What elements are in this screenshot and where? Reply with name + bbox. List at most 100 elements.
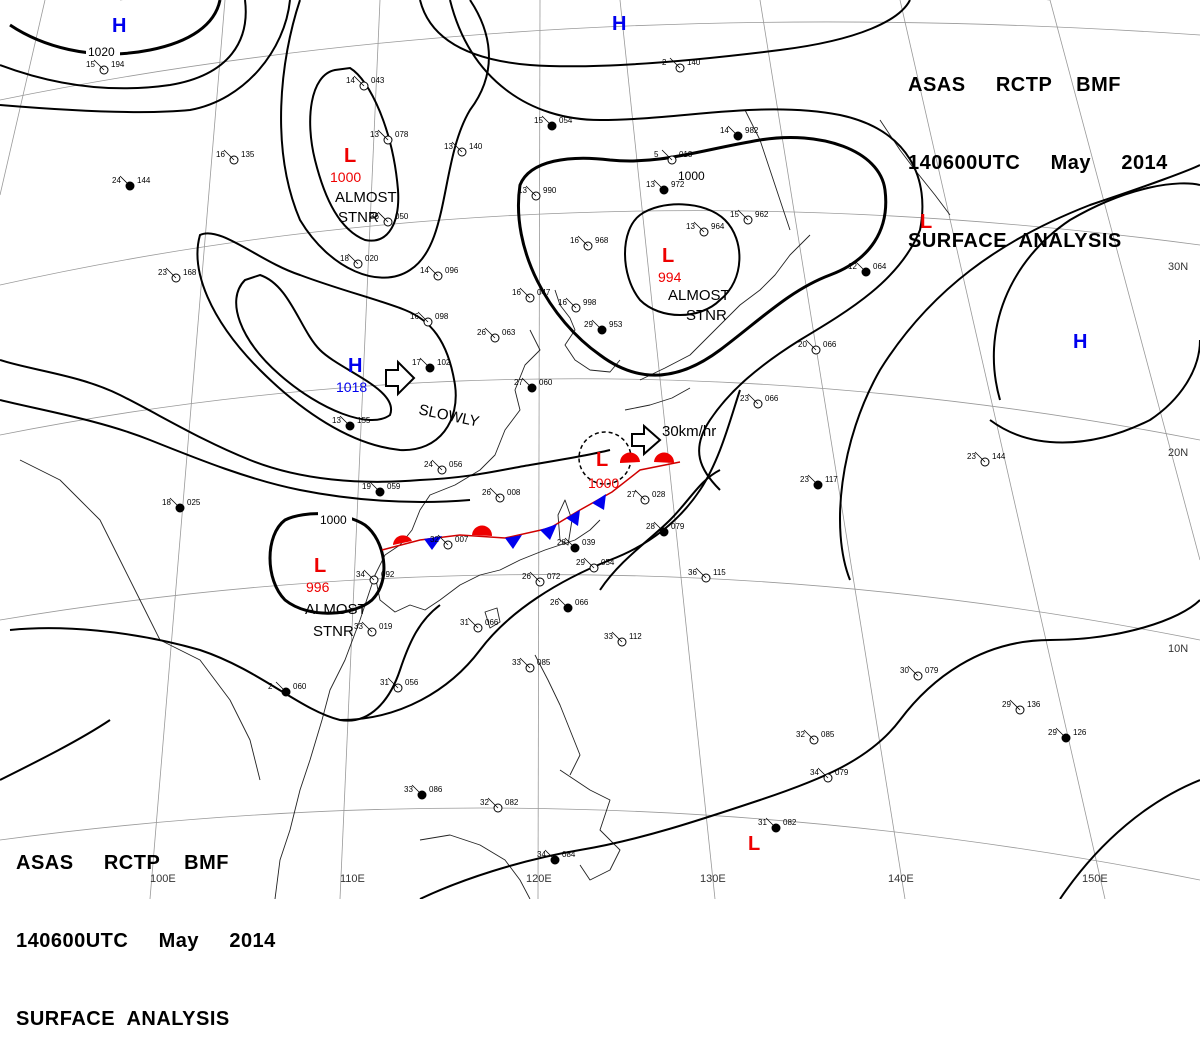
station-pressure: 008 <box>507 488 521 497</box>
station-plot: 16 968 <box>570 235 609 251</box>
wind-barb-icon <box>611 631 623 643</box>
station-plot: 24 056 <box>424 459 463 475</box>
station-temperature: 13 <box>518 186 527 195</box>
station-temperature: 23 <box>800 475 809 484</box>
wind-barb-icon <box>489 487 501 499</box>
chart-header-bottom: ASAS RCTP BMF 140600UTC May 2014 SURFACE… <box>16 798 276 1058</box>
latitude-label: 20N <box>1168 447 1188 459</box>
wind-barb-icon <box>974 451 986 463</box>
almost-stnr-label: ALMOST <box>668 287 730 304</box>
station-plot: 14 982 <box>720 125 759 141</box>
station-plot: 16 135 <box>216 149 255 165</box>
station-plot: 33 112 <box>604 631 642 647</box>
high-pressure-symbol: H <box>612 13 626 35</box>
station-plot: 16 098 <box>410 311 449 327</box>
station-temperature: 13 <box>332 416 341 425</box>
station-plot: 27 060 <box>514 377 553 393</box>
isobar-1012-east <box>992 182 1200 401</box>
header-line-2: 140600UTC May 2014 <box>16 930 276 952</box>
station-plot: 19 059 <box>362 481 401 497</box>
station-plot: 34 092 <box>356 569 395 585</box>
isobar-label: 1020 <box>88 45 115 59</box>
wind-barb-icon <box>275 681 287 693</box>
station-temperature: 24 <box>112 176 121 185</box>
station-plot: 36 050 <box>370 211 409 227</box>
wind-barb-icon <box>437 534 449 546</box>
station-temperature: 2 <box>662 58 667 67</box>
station-pressure: 047 <box>537 288 551 297</box>
coastline-india <box>19 459 161 641</box>
station-temperature: 2 <box>268 682 273 691</box>
station-plot: 16 998 <box>558 297 597 313</box>
wind-barb-icon <box>451 141 463 153</box>
station-temperature: 26 <box>482 488 491 497</box>
wind-barb-icon <box>169 497 181 509</box>
station-plot: 13 155 <box>332 415 371 431</box>
station-plot: 18 025 <box>162 497 201 513</box>
coastline-hainan <box>484 607 501 629</box>
station-plot: 13 078 <box>370 129 409 145</box>
meridian-120e <box>537 0 541 899</box>
station-plot: 33 086 <box>404 784 443 800</box>
longitude-label: 140E <box>888 873 914 885</box>
station-temperature: 32 <box>430 535 439 544</box>
station-plot: 27 028 <box>627 489 666 505</box>
station-temperature: 20 <box>798 340 807 349</box>
station-temperature: 34 <box>537 850 546 859</box>
station-pressure: 135 <box>241 150 255 159</box>
station-plot: 5 013 <box>654 149 693 165</box>
isobar-1008-far-south <box>419 599 1200 899</box>
wind-barb-icon <box>583 557 595 569</box>
coastline-japan-south <box>624 387 691 411</box>
station-temperature: 27 <box>514 378 523 387</box>
station-temperature: 33 <box>512 658 521 667</box>
wind-barb-icon <box>669 57 681 69</box>
annotations: ALMOST STNR ALMOST STNR ALMOST STNR SLOW… <box>305 189 730 640</box>
station-pressure: 079 <box>671 522 685 531</box>
longitude-label: 110E <box>340 873 365 885</box>
wind-barb-icon <box>363 569 375 581</box>
station-temperature: 23 <box>740 394 749 403</box>
coastline-philippines-luzon <box>534 654 581 776</box>
wind-barb-icon <box>387 677 399 689</box>
station-temperature: 28 <box>646 522 655 531</box>
wind-barb-icon <box>339 415 351 427</box>
wind-barb-icon <box>807 474 819 486</box>
wind-barb-icon <box>747 393 759 405</box>
station-temperature: 15 <box>730 210 739 219</box>
station-pressure: 964 <box>711 222 725 231</box>
wind-barb-icon <box>634 489 646 501</box>
station-plot: 34 079 <box>810 767 849 783</box>
station-plot: 29 054 <box>576 557 615 573</box>
wind-barb-icon <box>411 784 423 796</box>
isobar-1008-sw <box>0 719 111 781</box>
cold-front-barb <box>505 535 522 549</box>
warm-front-bump <box>393 535 412 545</box>
low-pressure-value: 996 <box>306 579 330 595</box>
meridian-100e <box>149 0 226 899</box>
station-pressure: 066 <box>575 598 589 607</box>
header-line-1: ASAS RCTP BMF <box>908 74 1121 96</box>
wind-barb-icon <box>431 459 443 471</box>
isobar-label: 1000 <box>678 169 705 183</box>
station-temperature: 13 <box>646 180 655 189</box>
parallel-10n <box>0 574 1200 641</box>
station-temperature: 29 <box>1048 728 1057 737</box>
wind-barb-icon <box>1055 727 1067 739</box>
station-temperature: 14 <box>346 76 355 85</box>
wind-barb-icon <box>377 211 389 223</box>
station-temperature: 31 <box>380 678 389 687</box>
station-pressure: 060 <box>539 378 553 387</box>
wind-barb-icon <box>661 149 673 161</box>
station-pressure: 968 <box>595 236 609 245</box>
station-plot: 29 126 <box>1048 727 1087 743</box>
station-temperature: 17 <box>412 358 421 367</box>
wind-barb-icon <box>525 185 537 197</box>
low-pressure-symbol: L <box>662 245 674 267</box>
station-plot: 33 019 <box>354 621 393 637</box>
wind-barb-icon <box>484 327 496 339</box>
wind-barb-icon <box>907 665 919 677</box>
isobar-1008-south <box>339 389 741 721</box>
wind-barb-icon <box>564 537 576 549</box>
